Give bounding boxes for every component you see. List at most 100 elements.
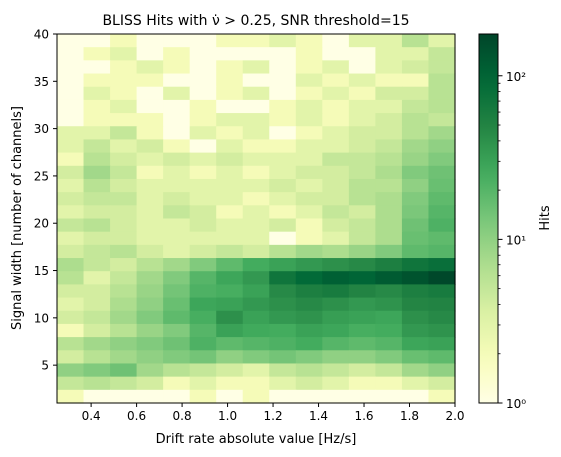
heatmap-cell: [348, 47, 376, 61]
heatmap-cell: [136, 126, 164, 141]
heatmap-cell: [375, 126, 403, 141]
heatmap-cell: [401, 231, 430, 246]
heatmap-cell: [189, 60, 217, 75]
heatmap-cell: [189, 376, 217, 391]
heatmap-cell: [428, 139, 456, 154]
heatmap-cell: [163, 363, 191, 378]
heatmap-cell: [189, 99, 217, 114]
heatmap-cell: [110, 297, 138, 312]
heatmap-cell: [322, 337, 350, 351]
heatmap-cell: [348, 231, 376, 246]
heatmap-cell: [136, 99, 164, 114]
heatmap-cell: [136, 350, 164, 365]
heatmap-cell: [216, 34, 244, 48]
heatmap-cell: [83, 258, 111, 272]
heatmap-cell: [216, 47, 244, 61]
heatmap-cell: [295, 60, 323, 75]
heatmap-cell: [375, 297, 403, 312]
heatmap-cell: [269, 113, 297, 127]
x-tick-label: 1.0: [218, 409, 237, 423]
heatmap-cell: [57, 376, 85, 391]
heatmap-cell: [375, 244, 403, 259]
heatmap-cell: [348, 152, 376, 167]
y-tick-label: 25: [34, 169, 49, 183]
heatmap-cell: [401, 284, 430, 299]
heatmap-cell: [57, 47, 85, 61]
heatmap-cell: [428, 152, 456, 167]
heatmap-cell: [189, 152, 217, 167]
heatmap-cell: [216, 323, 244, 338]
heatmap-cell: [83, 113, 111, 127]
heatmap-cell: [110, 47, 138, 61]
heatmap-cell: [401, 258, 430, 272]
heatmap-cell: [136, 86, 164, 101]
heatmap-cell: [189, 47, 217, 61]
heatmap-cell: [242, 376, 270, 391]
heatmap-cell: [83, 389, 111, 404]
heatmap-cell: [136, 297, 164, 312]
heatmap-cell: [348, 258, 376, 272]
heatmap-cell: [375, 284, 403, 299]
heatmap-cell: [348, 363, 376, 378]
heatmap-cell: [57, 297, 85, 312]
heatmap-cell: [322, 73, 350, 88]
heatmap-cell: [295, 363, 323, 378]
heatmap-cell: [83, 86, 111, 101]
heatmap-cell: [375, 165, 403, 180]
heatmap-cell: [83, 323, 111, 338]
heatmap-cell: [110, 271, 138, 285]
heatmap-cell: [295, 284, 323, 299]
heatmap-cell: [375, 99, 403, 114]
heatmap-cell: [216, 126, 244, 141]
heatmap-cell: [428, 389, 456, 404]
heatmap-cell: [216, 60, 244, 75]
heatmap-cell: [216, 86, 244, 101]
heatmap-cell: [375, 152, 403, 167]
heatmap-cell: [57, 113, 85, 127]
heatmap-cell: [57, 284, 85, 299]
heatmap-cell: [216, 284, 244, 299]
heatmap-cell: [163, 350, 191, 365]
heatmap-cell: [57, 218, 85, 233]
heatmap-cell: [189, 310, 217, 325]
heatmap-cell: [110, 73, 138, 88]
heatmap-cell: [163, 73, 191, 88]
heatmap-cell: [57, 389, 85, 404]
heatmap-cell: [216, 218, 244, 233]
heatmap-cell: [83, 284, 111, 299]
heatmap-cell: [57, 126, 85, 141]
heatmap-cell: [110, 310, 138, 325]
heatmap-cell: [136, 139, 164, 154]
heatmap-cell: [163, 376, 191, 391]
heatmap-cell: [110, 389, 138, 404]
heatmap-cell: [110, 231, 138, 246]
heatmap-cell: [269, 363, 297, 378]
heatmap-cell: [189, 350, 217, 365]
heatmap-cell: [348, 205, 376, 220]
heatmap-cell: [242, 126, 270, 141]
heatmap-cell: [401, 192, 430, 206]
heatmap-cell: [216, 178, 244, 193]
heatmap-cell: [163, 139, 191, 154]
heatmap-cell: [428, 231, 456, 246]
heatmap-cell: [322, 152, 350, 167]
heatmap-cell: [401, 376, 430, 391]
heatmap-cell: [322, 284, 350, 299]
heatmap-cell: [57, 99, 85, 114]
heatmap-cell: [189, 192, 217, 206]
heatmap-cell: [401, 363, 430, 378]
heatmap-cell: [322, 350, 350, 365]
heatmap-cell: [242, 337, 270, 351]
heatmap-cell: [57, 34, 85, 48]
heatmap-cell: [295, 34, 323, 48]
heatmap-cell: [295, 231, 323, 246]
heatmap-cell: [189, 258, 217, 272]
heatmap-cell: [428, 297, 456, 312]
heatmap-cell: [401, 178, 430, 193]
heatmap-cell: [136, 192, 164, 206]
heatmap-cell: [322, 205, 350, 220]
heatmap-cell: [242, 310, 270, 325]
x-tick-label: 2.0: [445, 409, 464, 423]
colorbar-label: Hits: [538, 205, 553, 230]
heatmap-cell: [189, 323, 217, 338]
